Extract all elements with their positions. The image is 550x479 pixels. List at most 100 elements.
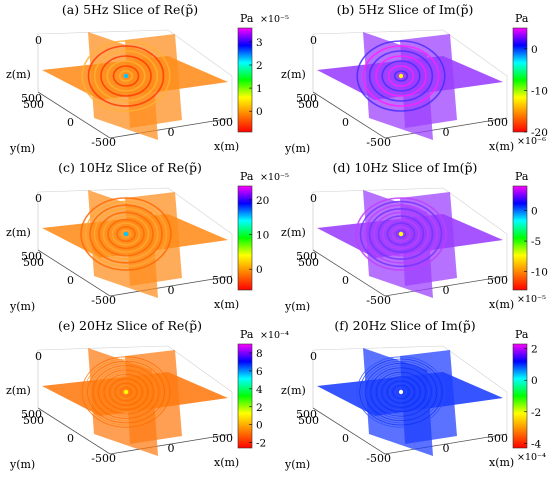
horizontal-slice-xy bbox=[317, 56, 503, 100]
wave-ripple bbox=[118, 70, 134, 82]
y-tick-label: -500 bbox=[366, 136, 391, 149]
colorbar-unit: Pa bbox=[515, 170, 529, 183]
wave-ripple bbox=[359, 358, 443, 426]
wave-ripple bbox=[389, 382, 413, 402]
chart-panel: (e) 20Hz Slice of Re(p̃) 0 500 z(m) -500 0 500… bbox=[6, 318, 289, 471]
wave-ripple bbox=[116, 226, 136, 243]
colorbar-unit: Pa bbox=[515, 328, 529, 341]
wave-ripple bbox=[120, 229, 132, 239]
x-tick-label: 0 bbox=[168, 442, 175, 455]
x-axis-label: x(m) bbox=[214, 140, 239, 153]
wave-ripple bbox=[111, 380, 141, 404]
colorbar-multiplier: ×10⁻⁵ bbox=[260, 14, 289, 25]
z-tick-label: 0 bbox=[310, 350, 317, 363]
panel-title: (a) 5Hz Slice of Re(p̃) bbox=[62, 2, 198, 17]
wave-ripple bbox=[98, 211, 154, 257]
y-tick-label: -500 bbox=[366, 294, 391, 307]
z-axis-label: z(m) bbox=[281, 68, 306, 81]
colorbar-tick-label: 3 bbox=[256, 37, 263, 49]
x-axis-label: x(m) bbox=[489, 140, 514, 153]
y-axis-label: y(m) bbox=[9, 142, 35, 155]
y-tick-label: 0 bbox=[342, 274, 349, 287]
source-point bbox=[123, 231, 129, 237]
x-axis-label: x(m) bbox=[489, 298, 514, 311]
panel-title: (f) 20Hz Slice of Im(p̃) bbox=[334, 318, 475, 333]
y-axis-label: y(m) bbox=[284, 458, 310, 471]
y-axis-label: y(m) bbox=[9, 300, 35, 313]
colorbar-unit: Pa bbox=[240, 328, 254, 341]
colorbar-tick-label: 20 bbox=[256, 195, 269, 207]
panel-title: (e) 20Hz Slice of Re(p̃) bbox=[58, 318, 202, 333]
x-tick-label: 0 bbox=[443, 284, 450, 297]
wave-ripple bbox=[103, 374, 149, 411]
wave-ripple bbox=[81, 40, 171, 112]
axis-box-edge bbox=[312, 345, 508, 434]
chart-panel: (f) 20Hz Slice of Im(p̃) 0 500 z(m) -500 0 500… bbox=[281, 318, 546, 471]
colorbar-multiplier: ×10⁻⁶ bbox=[517, 136, 546, 147]
colorbar-tick-label: 2 bbox=[531, 344, 538, 356]
wave-ripple bbox=[364, 204, 438, 264]
wave-ripple bbox=[370, 367, 432, 417]
y-tick-label: 500 bbox=[298, 256, 319, 269]
wave-ripple bbox=[109, 378, 143, 406]
colorbar bbox=[237, 27, 253, 133]
colorbar bbox=[237, 343, 253, 449]
colorbar-unit: Pa bbox=[240, 12, 254, 25]
wave-ripple bbox=[359, 200, 443, 268]
colorbar-tick-label: -2 bbox=[256, 438, 266, 450]
y-axis-label: y(m) bbox=[284, 142, 310, 155]
wave-ripple bbox=[356, 40, 446, 112]
colorbar-tick-label: -2 bbox=[531, 407, 541, 419]
colorbar-tick-label: -10 bbox=[531, 267, 548, 279]
wave-ripple bbox=[387, 65, 415, 87]
source-point bbox=[123, 389, 129, 395]
wave-ripple bbox=[362, 45, 440, 107]
wave-ripple bbox=[368, 50, 434, 102]
z-axis-label: z(m) bbox=[6, 226, 31, 239]
wave-ripple bbox=[120, 387, 132, 397]
wave-ripple bbox=[392, 385, 410, 400]
colorbar-multiplier: ×10⁻⁴ bbox=[517, 452, 546, 463]
y-axis-label: y(m) bbox=[9, 458, 35, 471]
axis-box-edge bbox=[37, 29, 233, 118]
axis-box-edge bbox=[312, 29, 508, 118]
wave-ripple bbox=[375, 371, 427, 413]
z-tick-label: 500 bbox=[21, 408, 42, 421]
wave-ripple bbox=[393, 70, 409, 82]
y-tick-label: 500 bbox=[23, 256, 44, 269]
wave-ripple bbox=[368, 207, 434, 261]
z-tick-label: 500 bbox=[296, 408, 317, 421]
wave-ripple bbox=[112, 65, 140, 87]
axis-box-edge bbox=[37, 407, 233, 455]
axis-box-edge bbox=[312, 91, 508, 139]
z-tick-label: 500 bbox=[21, 250, 42, 263]
axis-box-edge bbox=[312, 407, 508, 455]
x-tick-label: 500 bbox=[212, 116, 233, 129]
y-tick-label: -500 bbox=[366, 452, 391, 465]
colorbar-tick-label: 0 bbox=[256, 420, 263, 432]
colorbar-tick-label: -5 bbox=[531, 236, 541, 248]
wave-ripple bbox=[391, 226, 411, 243]
axis-box-edge bbox=[312, 249, 508, 297]
colorbar-tick-label: 2 bbox=[256, 60, 263, 72]
wave-ripple bbox=[84, 358, 168, 426]
y-tick-label: 0 bbox=[67, 274, 74, 287]
wave-ripple bbox=[93, 50, 159, 102]
colorbar-tick-label: 6 bbox=[256, 366, 263, 378]
y-tick-label: -500 bbox=[91, 452, 116, 465]
wave-ripple bbox=[382, 218, 420, 250]
wave-ripple bbox=[117, 385, 135, 400]
wave-ripple bbox=[367, 365, 435, 419]
wave-ripple bbox=[362, 360, 440, 424]
x-tick-label: 0 bbox=[168, 126, 175, 139]
y-axis-label: y(m) bbox=[284, 300, 310, 313]
z-tick-label: 0 bbox=[310, 34, 317, 47]
wave-ripple bbox=[106, 60, 146, 92]
wave-ripple bbox=[122, 389, 130, 395]
wave-ripple bbox=[381, 60, 421, 92]
wave-ripple bbox=[377, 215, 425, 253]
axis-box-edge bbox=[312, 187, 508, 276]
y-tick-label: 500 bbox=[298, 98, 319, 111]
colorbar-tick-label: 8 bbox=[256, 348, 263, 360]
